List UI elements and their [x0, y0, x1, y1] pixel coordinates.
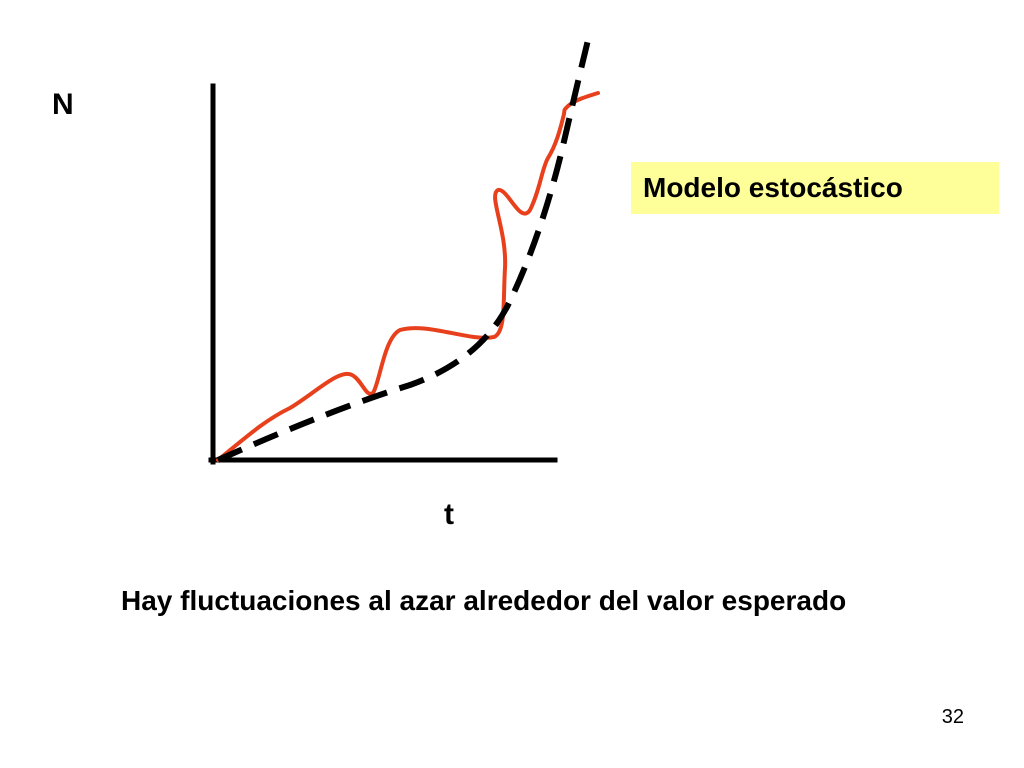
stochastic-curve: [216, 91, 600, 462]
y-axis-label: N: [52, 88, 74, 121]
legend-label: Modelo estocástico: [631, 162, 999, 214]
caption-text: Hay fluctuaciones al azar alrededor del …: [121, 585, 847, 616]
expected-value-curve: [216, 39, 591, 463]
x-axis-label: t: [444, 498, 454, 531]
slide-number: 32: [941, 706, 964, 728]
